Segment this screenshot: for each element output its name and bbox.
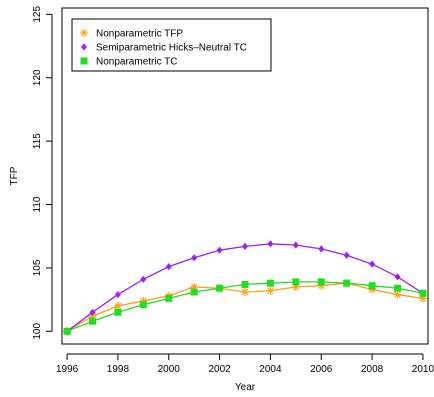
y-axis: 100 105 110 115 120 125 <box>32 6 53 340</box>
data-point <box>317 281 326 290</box>
data-point <box>89 308 96 316</box>
data-point <box>393 290 402 299</box>
data-point <box>394 284 401 292</box>
legend-label: Semiparametric Hicks–Neutral TC <box>96 43 247 54</box>
legend-box <box>71 18 272 72</box>
data-point <box>292 278 300 286</box>
legend: Nonparametric TFP Semiparametric Hicks–Ne… <box>71 18 272 72</box>
x-tick-label: 2002 <box>208 364 231 375</box>
y-tick-label: 115 <box>32 133 43 149</box>
legend-marker <box>81 43 87 51</box>
x-tick-label: 2010 <box>412 364 434 375</box>
data-point <box>113 301 123 311</box>
data-point <box>292 241 299 249</box>
series <box>63 278 427 335</box>
data-point <box>165 294 173 302</box>
data-point <box>191 254 198 262</box>
data-point <box>190 288 198 296</box>
x-tick-label: 2008 <box>361 364 384 375</box>
data-point <box>140 275 147 283</box>
x-axis-label: Year <box>235 382 256 393</box>
data-point <box>89 317 96 325</box>
y-tick-label: 125 <box>32 6 43 23</box>
data-point <box>266 286 275 295</box>
series-layer <box>62 240 428 336</box>
data-point <box>291 282 301 292</box>
data-point <box>394 273 401 281</box>
data-point <box>114 290 121 299</box>
data-point <box>318 245 325 253</box>
y-tick-label: 100 <box>32 323 43 340</box>
data-point <box>369 260 376 268</box>
x-axis: 1996 1998 2000 2002 2004 2006 2008 2010 <box>56 353 434 375</box>
data-point <box>266 279 274 287</box>
data-point <box>216 246 223 254</box>
legend-label: Nonparametric TFP <box>96 29 183 40</box>
data-point <box>240 287 250 297</box>
x-tick-label: 1996 <box>56 364 79 375</box>
y-tick-label: 110 <box>32 196 43 212</box>
legend-label: Nonparametric TC <box>96 57 178 68</box>
data-point <box>189 282 199 292</box>
data-point <box>367 285 377 294</box>
data-point <box>139 296 148 306</box>
data-point <box>368 282 376 290</box>
x-tick-label: 2000 <box>158 364 181 375</box>
x-tick-label: 2004 <box>259 364 282 375</box>
data-point <box>419 289 427 297</box>
data-point <box>88 311 97 321</box>
data-point <box>343 279 351 287</box>
data-point <box>343 251 350 259</box>
data-point <box>317 278 325 286</box>
plot-frame <box>61 7 429 345</box>
data-point <box>267 240 274 248</box>
y-tick-label: 120 <box>32 69 43 86</box>
data-point <box>165 263 172 271</box>
data-point <box>242 242 248 250</box>
data-point <box>63 327 71 335</box>
y-axis-label: TFP <box>9 166 20 185</box>
legend-marker <box>79 28 89 38</box>
data-point <box>139 301 147 309</box>
data-point <box>418 294 428 303</box>
data-point <box>216 284 224 292</box>
data-point <box>241 280 249 288</box>
x-tick-label: 1998 <box>107 364 130 375</box>
data-point <box>114 308 122 316</box>
y-tick-label: 105 <box>32 259 43 276</box>
legend-marker <box>80 57 88 65</box>
x-tick-label: 2006 <box>310 364 333 375</box>
